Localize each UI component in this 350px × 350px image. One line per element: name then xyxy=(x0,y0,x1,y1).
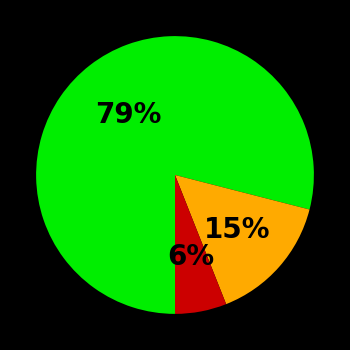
Wedge shape xyxy=(175,175,226,314)
Wedge shape xyxy=(36,36,314,314)
Text: 79%: 79% xyxy=(95,101,161,129)
Text: 6%: 6% xyxy=(167,243,214,271)
Text: 15%: 15% xyxy=(204,216,271,244)
Wedge shape xyxy=(175,175,309,304)
